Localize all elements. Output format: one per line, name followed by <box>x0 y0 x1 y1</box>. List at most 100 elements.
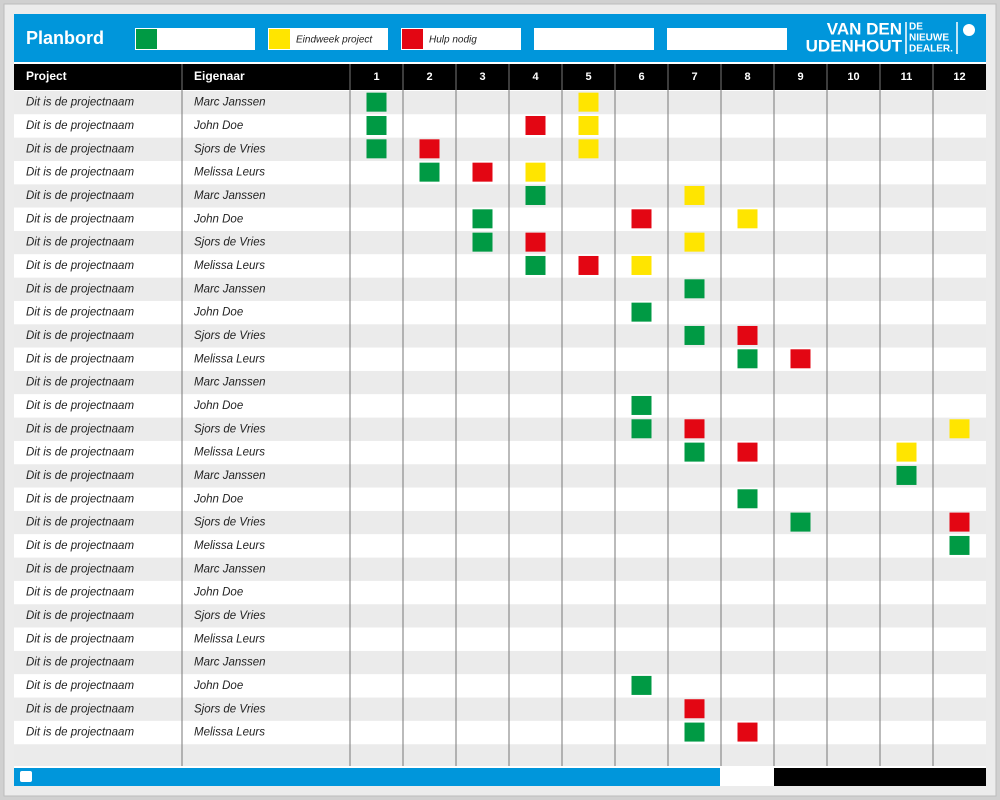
owner-name: John Doe <box>193 120 243 132</box>
owner-name: Marc Janssen <box>194 97 266 109</box>
row-background <box>14 557 986 581</box>
project-name: Dit is de projectnaam <box>26 167 134 179</box>
owner-name: Sjors de Vries <box>194 610 266 622</box>
row-background <box>14 277 986 301</box>
project-name: Dit is de projectnaam <box>26 680 134 692</box>
status-marker <box>684 722 705 742</box>
project-name: Dit is de projectnaam <box>26 143 134 155</box>
project-name: Dit is de projectnaam <box>26 540 134 552</box>
row-background <box>14 207 986 231</box>
status-marker <box>366 92 387 112</box>
row-background <box>14 510 986 535</box>
status-marker <box>684 232 705 252</box>
status-marker <box>472 209 493 229</box>
status-marker <box>684 185 705 205</box>
status-marker <box>472 232 493 252</box>
owner-name: John Doe <box>193 587 243 599</box>
status-marker <box>737 325 758 345</box>
footer-band <box>14 768 720 786</box>
owner-name: Melissa Leurs <box>194 633 265 645</box>
row-background <box>14 627 986 651</box>
status-marker <box>790 349 811 369</box>
project-name: Dit is de projectnaam <box>26 213 134 225</box>
week-header: 2 <box>426 71 432 83</box>
row-background <box>14 324 986 348</box>
logo-line: UDENHOUT <box>806 36 903 55</box>
status-marker <box>737 349 758 369</box>
week-header: 12 <box>953 71 965 83</box>
week-header: 4 <box>532 71 539 83</box>
project-name: Dit is de projectnaam <box>26 97 134 109</box>
project-name: Dit is de projectnaam <box>26 307 134 319</box>
status-marker <box>631 255 652 275</box>
logo-tag: DE <box>909 22 923 33</box>
row-background <box>14 137 986 161</box>
row-background <box>14 300 986 325</box>
row-background <box>14 347 986 371</box>
week-header: 5 <box>585 71 591 83</box>
owner-name: Melissa Leurs <box>194 727 265 739</box>
week-header: 6 <box>638 71 644 83</box>
week-header: 8 <box>744 71 750 83</box>
status-marker <box>525 255 546 275</box>
row-background <box>14 720 986 745</box>
owner-name: Marc Janssen <box>194 283 266 295</box>
row-background <box>14 394 986 418</box>
status-marker <box>366 115 387 135</box>
owner-name: Melissa Leurs <box>194 353 265 365</box>
status-marker <box>684 419 705 439</box>
project-name: Dit is de projectnaam <box>26 377 134 389</box>
owner-name: Marc Janssen <box>194 377 266 389</box>
legend-label: Hulp nodig <box>429 35 477 46</box>
week-header: 11 <box>901 71 913 83</box>
row-background <box>14 534 986 558</box>
status-marker <box>631 302 652 322</box>
owner-name: John Doe <box>193 213 243 225</box>
row-background <box>14 440 986 465</box>
project-name: Dit is de projectnaam <box>26 703 134 715</box>
column-header: Eigenaar <box>194 69 245 83</box>
project-name: Dit is de projectnaam <box>26 283 134 295</box>
project-name: Dit is de projectnaam <box>26 237 134 249</box>
legend: Eindweek project Hulp nodig <box>135 28 521 50</box>
row-background <box>14 114 986 138</box>
status-marker <box>737 442 758 462</box>
project-name: Dit is de projectnaam <box>26 120 134 132</box>
status-marker <box>525 115 546 135</box>
legend-box <box>268 28 388 50</box>
status-marker <box>578 115 599 135</box>
project-name: Dit is de projectnaam <box>26 727 134 739</box>
project-name: Dit is de projectnaam <box>26 470 134 482</box>
status-marker <box>525 162 546 182</box>
week-header: 3 <box>479 71 485 83</box>
status-marker <box>896 465 917 485</box>
row-background <box>14 604 986 628</box>
row-background <box>14 184 986 208</box>
legend-box <box>135 28 255 50</box>
status-marker <box>366 139 387 159</box>
owner-name: Sjors de Vries <box>194 517 266 529</box>
owner-name: Marc Janssen <box>194 563 266 575</box>
legend-box <box>401 28 521 50</box>
status-marker <box>684 699 705 719</box>
row-background <box>14 580 986 605</box>
status-marker <box>578 92 599 112</box>
status-marker <box>419 162 440 182</box>
legend-swatch <box>269 29 290 49</box>
project-name: Dit is de projectnaam <box>26 633 134 645</box>
row-background <box>14 370 986 395</box>
status-marker <box>578 255 599 275</box>
legend-swatch <box>402 29 423 49</box>
status-marker <box>684 442 705 462</box>
project-name: Dit is de projectnaam <box>26 563 134 575</box>
project-name: Dit is de projectnaam <box>26 353 134 365</box>
status-marker <box>472 162 493 182</box>
project-name: Dit is de projectnaam <box>26 447 134 459</box>
row-background <box>14 464 986 488</box>
status-marker <box>631 209 652 229</box>
status-marker <box>631 395 652 415</box>
footer-band-dark <box>774 768 986 786</box>
row-background <box>14 744 986 766</box>
status-marker <box>737 722 758 742</box>
